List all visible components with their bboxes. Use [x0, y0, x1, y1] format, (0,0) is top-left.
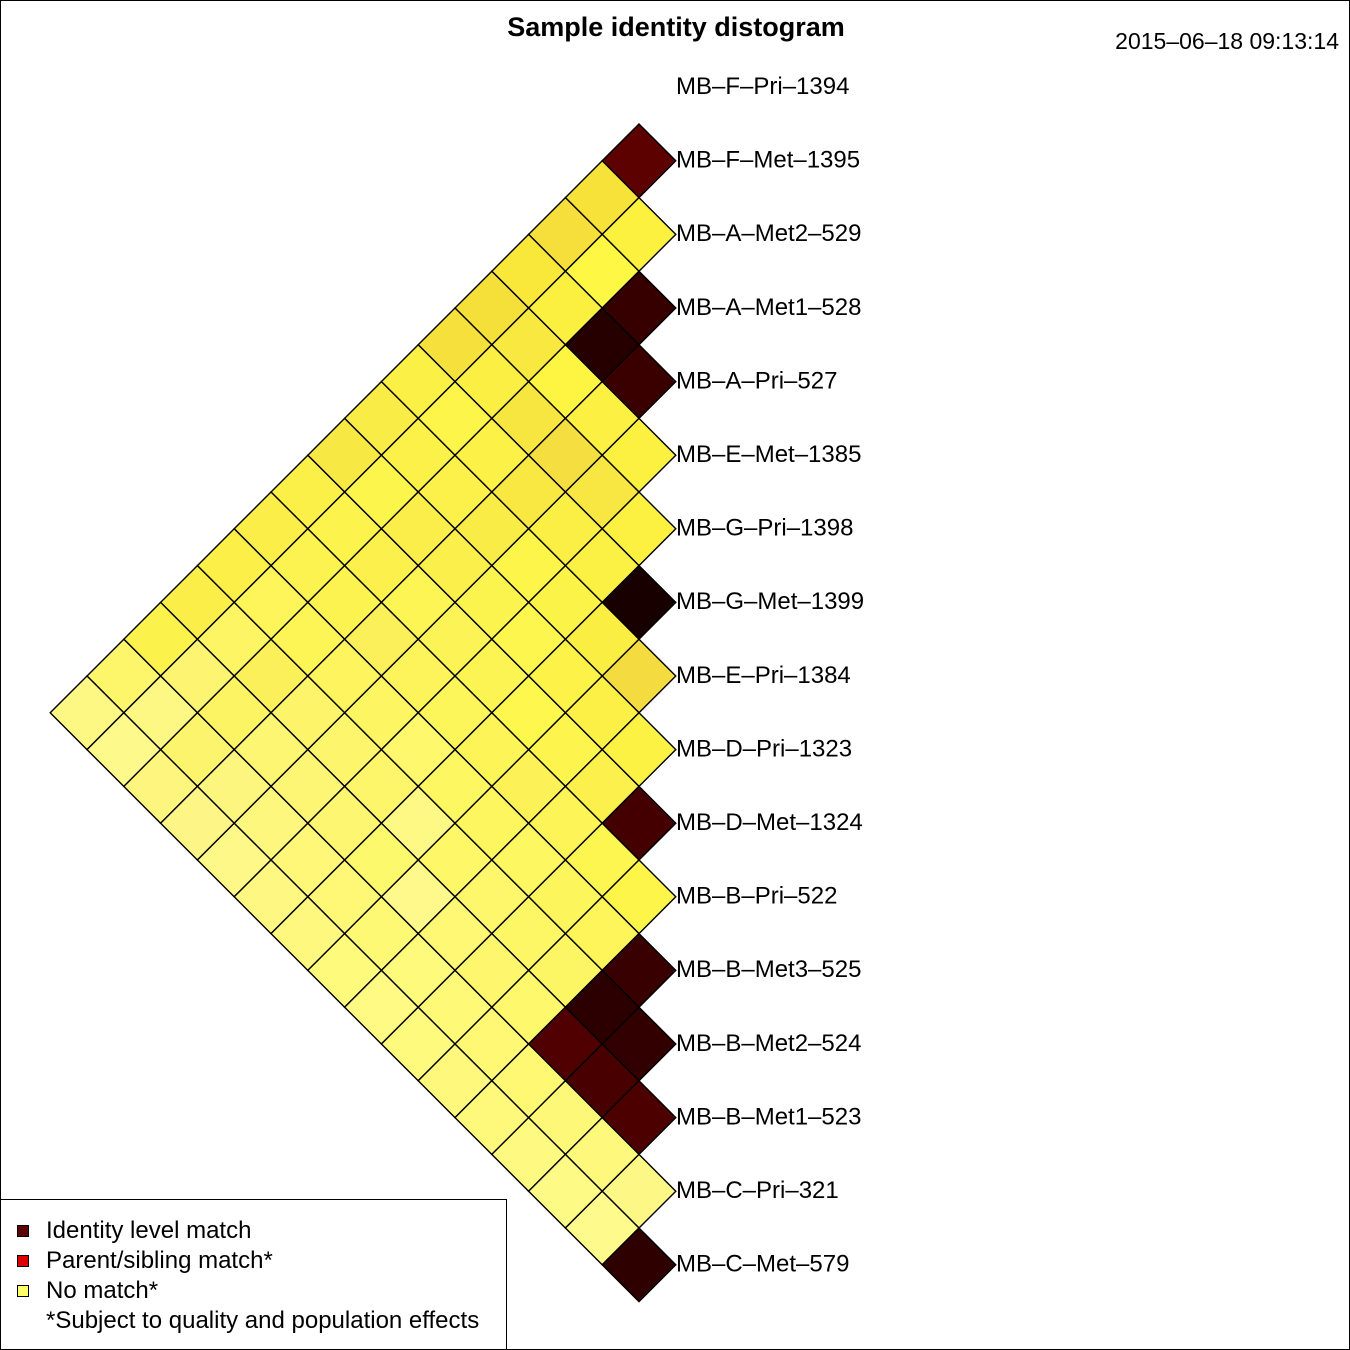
- sample-label: MB–A–Met2–529: [676, 220, 861, 247]
- legend-swatch-parent-sibling: [17, 1255, 29, 1267]
- sample-label: MB–E–Met–1385: [676, 441, 861, 468]
- sample-label: MB–B–Pri–522: [676, 883, 837, 910]
- sample-labels: MB–F–Pri–1394 MB–F–Met–1395 MB–A–Met2–529 M…: [676, 73, 864, 1278]
- legend-label-identity: Identity level match: [46, 1217, 252, 1244]
- timestamp: 2015–06–18 09:13:14: [1115, 28, 1339, 54]
- sample-label: MB–G–Pri–1398: [676, 515, 853, 542]
- legend-note: *Subject to quality and population effec…: [1, 1306, 506, 1336]
- sample-label: MB–B–Met3–525: [676, 956, 861, 983]
- sample-label: MB–B–Met2–524: [676, 1030, 861, 1057]
- legend-item-no-match: No match*: [1, 1276, 506, 1306]
- sample-label: MB–D–Met–1324: [676, 809, 863, 836]
- distogram-cell: [601, 1227, 677, 1303]
- legend-label-no-match: No match*: [46, 1277, 159, 1304]
- sample-label: MB–C–Met–579: [676, 1251, 849, 1278]
- legend-swatch-identity: [17, 1225, 29, 1237]
- sample-label: MB–E–Pri–1384: [676, 662, 851, 689]
- sample-label: MB–C–Pri–321: [676, 1177, 839, 1204]
- sample-label: MB–G–Met–1399: [676, 588, 864, 615]
- sample-label: MB–A–Met1–528: [676, 294, 861, 321]
- legend-swatch-no-match: [17, 1285, 29, 1297]
- sample-label: MB–F–Pri–1394: [676, 73, 849, 100]
- sample-label: MB–A–Pri–527: [676, 367, 837, 394]
- chart-title: Sample identity distogram: [507, 12, 845, 42]
- legend-label-parent-sibling: Parent/sibling match*: [46, 1247, 273, 1274]
- legend-item-identity: Identity level match: [1, 1216, 506, 1246]
- heatmap-cells: [49, 123, 677, 1303]
- legend-item-parent-sibling: Parent/sibling match*: [1, 1246, 506, 1276]
- sample-label: MB–F–Met–1395: [676, 147, 860, 174]
- sample-label: MB–D–Pri–1323: [676, 735, 852, 762]
- legend-note-text: *Subject to quality and population effec…: [46, 1307, 480, 1334]
- legend: Identity level match Parent/sibling matc…: [1, 1199, 507, 1349]
- sample-label: MB–B–Met1–523: [676, 1103, 861, 1130]
